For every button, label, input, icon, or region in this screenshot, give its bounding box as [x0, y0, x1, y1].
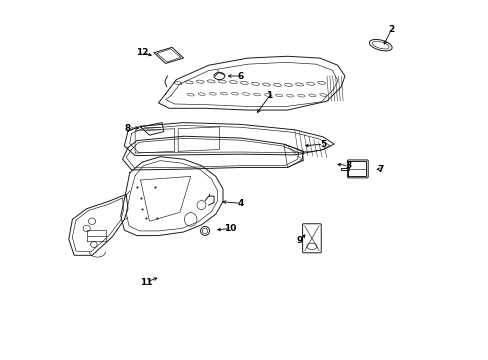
Text: 12: 12 — [136, 48, 148, 57]
Text: 6: 6 — [237, 72, 244, 81]
Text: 10: 10 — [224, 224, 236, 233]
Text: 3: 3 — [345, 161, 351, 170]
Text: 5: 5 — [320, 140, 326, 149]
Text: 4: 4 — [237, 199, 244, 208]
Text: 1: 1 — [266, 91, 272, 100]
Text: 7: 7 — [377, 165, 383, 174]
Text: 2: 2 — [387, 25, 394, 34]
Text: 9: 9 — [296, 237, 303, 246]
Text: 8: 8 — [124, 123, 131, 132]
Text: 11: 11 — [140, 278, 152, 287]
